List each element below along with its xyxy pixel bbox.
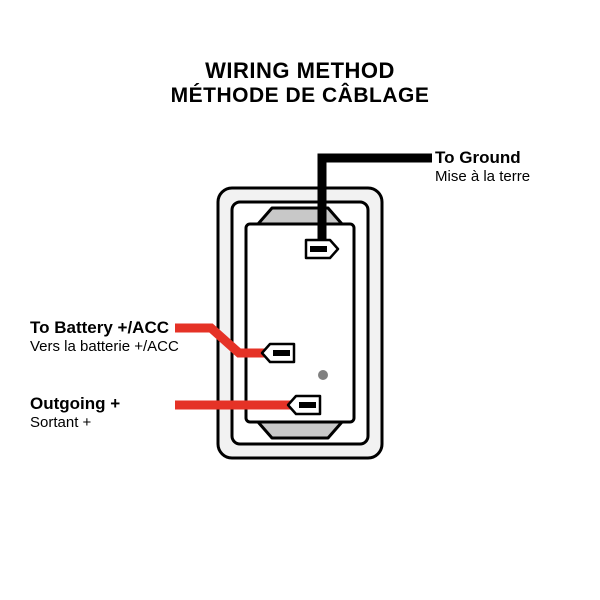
wiring-svg: [0, 0, 600, 600]
diagram-canvas: WIRING METHOD MÉTHODE DE CÂBLAGE To Grou…: [0, 0, 600, 600]
